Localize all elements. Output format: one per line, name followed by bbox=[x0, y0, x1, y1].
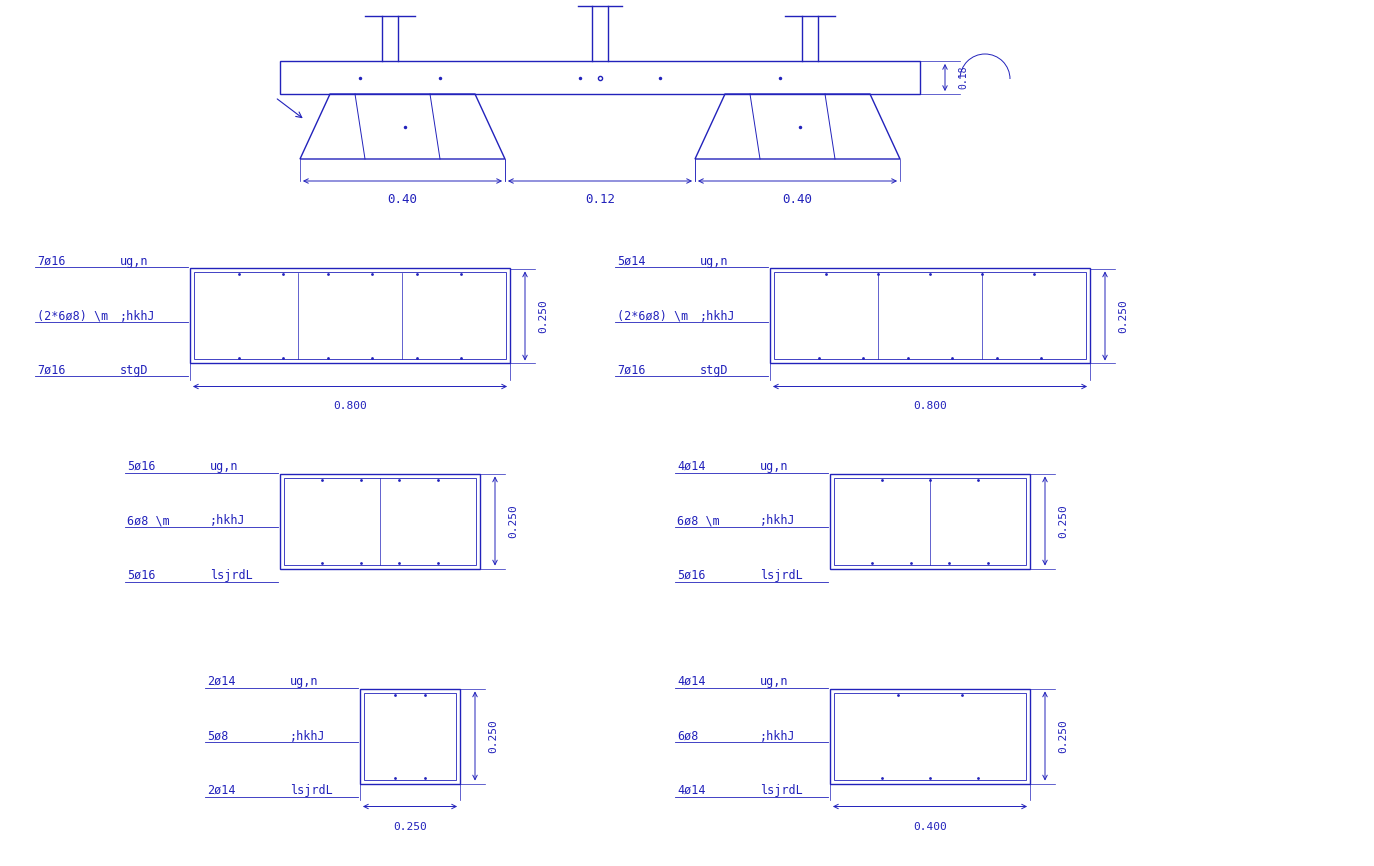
Text: lsjrdL: lsjrdL bbox=[760, 784, 802, 797]
Text: 0.800: 0.800 bbox=[333, 402, 367, 411]
Text: 4ø14: 4ø14 bbox=[677, 460, 705, 473]
Text: ug,n: ug,n bbox=[210, 460, 239, 473]
Text: 0.250: 0.250 bbox=[1058, 719, 1068, 753]
Text: 5ø8: 5ø8 bbox=[207, 729, 228, 742]
Text: ;hkhJ: ;hkhJ bbox=[210, 514, 246, 527]
Text: 7ø16: 7ø16 bbox=[37, 255, 66, 268]
Text: 5ø16: 5ø16 bbox=[126, 460, 155, 473]
Text: 7ø16: 7ø16 bbox=[617, 364, 646, 377]
Text: (2*6ø8) \m: (2*6ø8) \m bbox=[617, 309, 688, 322]
Bar bbox=[194, 273, 506, 359]
Text: ug,n: ug,n bbox=[699, 255, 728, 268]
Text: stgD: stgD bbox=[699, 364, 728, 377]
Text: ;hkhJ: ;hkhJ bbox=[760, 514, 796, 527]
Text: 5ø16: 5ø16 bbox=[677, 569, 705, 582]
Text: 2ø14: 2ø14 bbox=[207, 784, 235, 797]
Text: 4ø14: 4ø14 bbox=[677, 784, 705, 797]
Text: 0.18: 0.18 bbox=[958, 66, 969, 89]
Text: ;hkhJ: ;hkhJ bbox=[699, 309, 735, 322]
Text: 0.40: 0.40 bbox=[387, 193, 418, 206]
Text: 0.250: 0.250 bbox=[539, 299, 548, 333]
Text: 0.250: 0.250 bbox=[488, 719, 497, 753]
Text: 0.12: 0.12 bbox=[585, 193, 616, 206]
Bar bbox=[280, 61, 921, 94]
Text: 6ø8: 6ø8 bbox=[677, 729, 698, 742]
Text: 0.250: 0.250 bbox=[508, 504, 518, 538]
Bar bbox=[364, 693, 456, 779]
Text: 4ø14: 4ø14 bbox=[677, 675, 705, 688]
Text: ;hkhJ: ;hkhJ bbox=[760, 729, 796, 742]
Text: ug,n: ug,n bbox=[760, 675, 789, 688]
Text: 0.40: 0.40 bbox=[783, 193, 812, 206]
Text: 0.250: 0.250 bbox=[1058, 504, 1068, 538]
Bar bbox=[280, 474, 480, 568]
Text: stgD: stgD bbox=[120, 364, 148, 377]
Bar bbox=[830, 474, 1030, 568]
Bar bbox=[834, 477, 1026, 565]
Text: lsjrdL: lsjrdL bbox=[760, 569, 802, 582]
Text: ;hkhJ: ;hkhJ bbox=[290, 729, 326, 742]
Text: ug,n: ug,n bbox=[290, 675, 319, 688]
Text: 2ø14: 2ø14 bbox=[207, 675, 235, 688]
Text: 0.800: 0.800 bbox=[914, 402, 947, 411]
Text: (2*6ø8) \m: (2*6ø8) \m bbox=[37, 309, 109, 322]
Bar bbox=[769, 268, 1090, 364]
Bar bbox=[360, 688, 460, 784]
Text: lsjrdL: lsjrdL bbox=[290, 784, 333, 797]
Text: ;hkhJ: ;hkhJ bbox=[120, 309, 155, 322]
Text: 5ø16: 5ø16 bbox=[126, 569, 155, 582]
Text: 7ø16: 7ø16 bbox=[37, 364, 66, 377]
Text: ug,n: ug,n bbox=[760, 460, 789, 473]
Text: ug,n: ug,n bbox=[120, 255, 148, 268]
Text: 0.400: 0.400 bbox=[914, 822, 947, 831]
Bar bbox=[830, 688, 1030, 784]
Text: 0.250: 0.250 bbox=[1118, 299, 1128, 333]
Text: lsjrdL: lsjrdL bbox=[210, 569, 253, 582]
Bar bbox=[774, 273, 1085, 359]
Bar bbox=[834, 693, 1026, 779]
Text: 5ø14: 5ø14 bbox=[617, 255, 646, 268]
Bar bbox=[284, 477, 475, 565]
Text: 0.250: 0.250 bbox=[393, 822, 427, 831]
Bar bbox=[190, 268, 510, 364]
Text: 6ø8 \m: 6ø8 \m bbox=[126, 514, 170, 527]
Text: 6ø8 \m: 6ø8 \m bbox=[677, 514, 720, 527]
